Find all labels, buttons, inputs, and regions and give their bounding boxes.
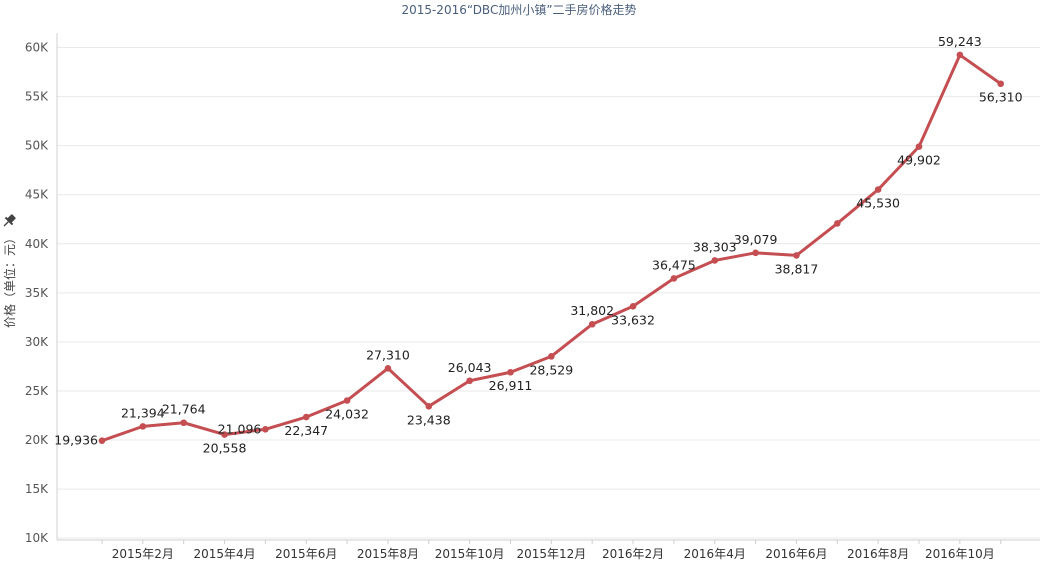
data-label: 38,303 bbox=[693, 239, 737, 254]
data-label: 27,310 bbox=[366, 347, 410, 362]
data-label: 49,902 bbox=[897, 153, 941, 168]
x-tick-label: 2016年2月 bbox=[602, 547, 664, 561]
data-label: 33,632 bbox=[611, 312, 655, 327]
chart-title: 2015-2016“DBC加州小镇”二手房价格走势 bbox=[401, 2, 636, 17]
data-point[interactable] bbox=[548, 353, 555, 360]
data-point[interactable] bbox=[834, 220, 841, 227]
data-markers bbox=[98, 51, 1004, 444]
x-tick-label: 2015年2月 bbox=[112, 547, 174, 561]
y-axis-label: 价格（单位：元） bbox=[2, 232, 17, 328]
data-label: 36,475 bbox=[652, 257, 696, 272]
data-label: 45,530 bbox=[856, 196, 900, 211]
data-point[interactable] bbox=[302, 413, 310, 421]
data-label: 20,558 bbox=[203, 441, 247, 456]
data-label: 56,310 bbox=[979, 90, 1023, 105]
data-point[interactable] bbox=[384, 365, 392, 372]
data-point[interactable] bbox=[507, 368, 514, 376]
data-point[interactable] bbox=[997, 80, 1004, 88]
y-tick-label: 45K bbox=[25, 188, 49, 202]
x-tick-label: 2016年8月 bbox=[847, 547, 909, 561]
pin-icon[interactable] bbox=[1, 213, 18, 230]
data-label: 38,817 bbox=[775, 261, 819, 276]
y-tick-label: 20K bbox=[25, 433, 49, 447]
series bbox=[100, 53, 1003, 443]
data-label: 59,243 bbox=[938, 34, 982, 49]
data-point[interactable] bbox=[629, 302, 637, 310]
x-tick-label: 2015年6月 bbox=[275, 547, 337, 561]
y-tick-label: 40K bbox=[25, 237, 49, 251]
data-point[interactable] bbox=[711, 257, 719, 264]
x-tick-label: 2015年4月 bbox=[193, 547, 255, 561]
data-label: 26,911 bbox=[489, 378, 533, 393]
data-label: 26,043 bbox=[448, 360, 492, 375]
data-label: 39,079 bbox=[734, 232, 778, 247]
data-label: 23,438 bbox=[407, 412, 451, 427]
data-point[interactable] bbox=[98, 437, 106, 444]
data-label: 22,347 bbox=[284, 423, 328, 438]
data-point[interactable] bbox=[956, 51, 964, 59]
axes bbox=[56, 33, 1040, 541]
y-tick-label: 15K bbox=[25, 482, 49, 496]
x-tick-label: 2016年6月 bbox=[765, 547, 827, 561]
y-axis-title[interactable]: 价格（单位：元） bbox=[2, 232, 17, 328]
x-tick-label: 2015年12月 bbox=[516, 547, 586, 561]
y-tick-label: 50K bbox=[25, 139, 49, 153]
data-point[interactable] bbox=[262, 426, 269, 433]
data-point[interactable] bbox=[874, 186, 882, 193]
x-tick-label: 2016年4月 bbox=[684, 547, 746, 561]
x-axis-ticks: 2015年2月 2015年4月 2015年6月 2015年8月 2015年10月 2015… bbox=[101, 540, 1002, 561]
data-label: 28,529 bbox=[529, 362, 573, 377]
y-tick-label: 55K bbox=[25, 90, 49, 104]
data-label: 31,802 bbox=[570, 303, 614, 318]
y-axis-ticks: 10K 15K 20K 25K 30K 35K 40K 45K 50K 55K 60K bbox=[25, 41, 49, 546]
data-label: 19,936 bbox=[54, 433, 98, 448]
data-label: 21,394 bbox=[121, 405, 165, 420]
data-point[interactable] bbox=[425, 403, 433, 410]
data-point[interactable] bbox=[915, 143, 923, 150]
data-point[interactable] bbox=[466, 377, 473, 385]
data-point[interactable] bbox=[588, 320, 596, 328]
data-point[interactable] bbox=[221, 431, 228, 438]
data-point[interactable] bbox=[793, 252, 800, 259]
data-point[interactable] bbox=[180, 419, 187, 427]
y-tick-label: 35K bbox=[25, 286, 49, 300]
y-tick-label: 10K bbox=[25, 531, 49, 545]
price-series-line[interactable] bbox=[100, 53, 1003, 443]
y-tick-label: 60K bbox=[25, 41, 49, 55]
data-point[interactable] bbox=[139, 423, 147, 430]
y-tick-label: 30K bbox=[25, 335, 49, 349]
data-label: 24,032 bbox=[325, 406, 369, 421]
x-tick-label: 2016年10月 bbox=[925, 547, 995, 561]
data-label: 21,096 bbox=[218, 421, 262, 436]
gridlines bbox=[57, 47, 1040, 539]
data-label: 21,764 bbox=[162, 402, 206, 417]
data-point[interactable] bbox=[752, 249, 759, 257]
data-point[interactable] bbox=[670, 275, 678, 282]
data-point[interactable] bbox=[343, 397, 351, 404]
y-tick-label: 25K bbox=[25, 384, 49, 398]
x-tick-label: 2015年10月 bbox=[435, 547, 505, 561]
x-tick-label: 2015年8月 bbox=[357, 547, 419, 561]
